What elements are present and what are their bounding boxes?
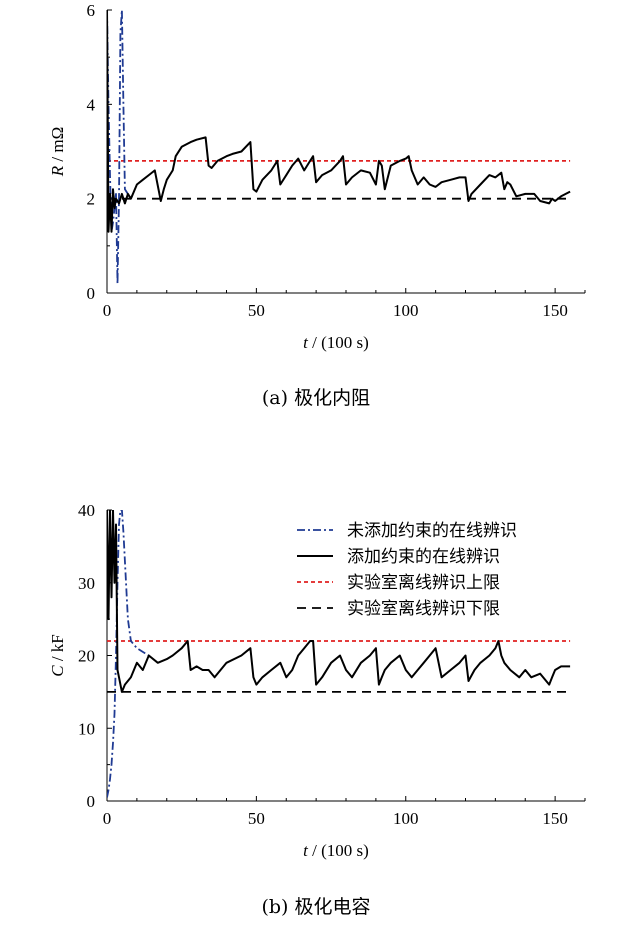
x-tick-label: 100 [393, 809, 419, 828]
series-line-1 [107, 510, 571, 693]
y-axis-label: R / mΩ [48, 127, 67, 177]
panel-b: 0 50 100 150 0 10 20 30 40 t / (100 s) C / kF 未添加约束… [48, 501, 586, 918]
series-line-1 [107, 10, 571, 233]
x-tick-label: 50 [248, 301, 265, 320]
legend-label: 未添加约束的在线辨识 [347, 521, 517, 541]
y-tick-label: 4 [87, 95, 96, 114]
y-tick-label: 0 [87, 284, 96, 303]
y-axis-unit: / kF [48, 634, 67, 665]
y-tick-label: 10 [78, 719, 95, 738]
x-tick-label: 50 [248, 809, 265, 828]
legend-label: 实验室离线辨识上限 [347, 573, 500, 593]
panel-a: 0 50 100 150 0 2 4 6 t / (100 s) R / mΩ (a) 极化内阻 [48, 1, 586, 409]
y-tick-label: 2 [87, 190, 96, 209]
legend-label: 实验室离线辨识下限 [347, 599, 500, 619]
x-tick-label: 150 [542, 809, 568, 828]
x-tick-label: 100 [393, 301, 419, 320]
y-axis-unit: / mΩ [48, 127, 67, 166]
x-axis-variable: t [303, 333, 309, 352]
x-axis-label: t / (100 s) [303, 333, 369, 352]
y-axis-variable: R [48, 165, 67, 177]
x-axis-unit: / (100 s) [308, 333, 369, 352]
panel-caption: (a) 极化内阻 [262, 387, 370, 409]
x-tick-label: 150 [542, 301, 568, 320]
y-tick-label: 30 [78, 574, 95, 593]
y-tick-label: 6 [87, 1, 96, 20]
y-axis-label: C / kF [48, 634, 67, 677]
x-axis-variable: t [303, 841, 309, 860]
panel-caption: (b) 极化电容 [261, 896, 370, 918]
series-line-0 [107, 510, 150, 798]
x-tick-label: 0 [103, 809, 112, 828]
y-tick-label: 20 [78, 647, 95, 666]
y-tick-label: 0 [87, 792, 96, 811]
y-tick-label: 40 [78, 501, 95, 520]
x-axis-label: t / (100 s) [303, 841, 369, 860]
x-axis-unit: / (100 s) [308, 841, 369, 860]
legend-label: 添加约束的在线辨识 [347, 547, 500, 567]
x-tick-label: 0 [103, 301, 112, 320]
series-line-0 [107, 10, 132, 285]
y-axis-variable: C [48, 665, 67, 677]
